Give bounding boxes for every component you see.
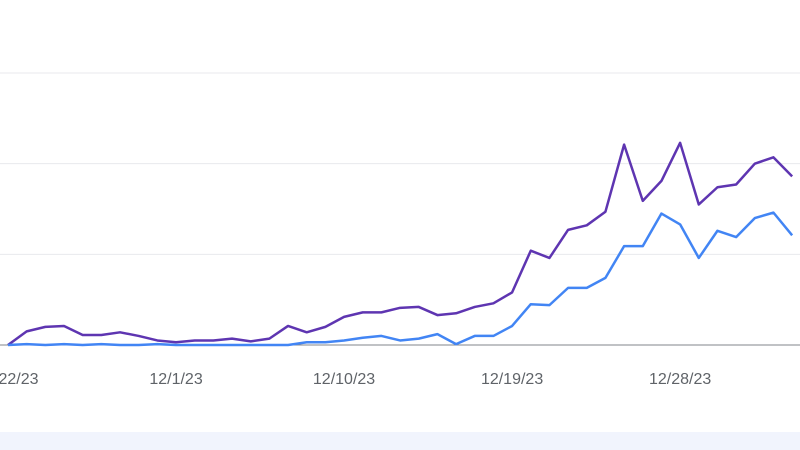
series-line bbox=[7, 211, 794, 347]
x-tick-label: 11/22/23 bbox=[0, 371, 39, 388]
x-tick-label: 12/19/23 bbox=[481, 371, 543, 388]
series-line bbox=[7, 141, 794, 347]
x-tick-label: 12/28/23 bbox=[649, 371, 711, 388]
footer-band bbox=[0, 432, 800, 450]
x-tick-label: 12/10/23 bbox=[313, 371, 375, 388]
x-tick-label: 12/1/23 bbox=[149, 371, 202, 388]
